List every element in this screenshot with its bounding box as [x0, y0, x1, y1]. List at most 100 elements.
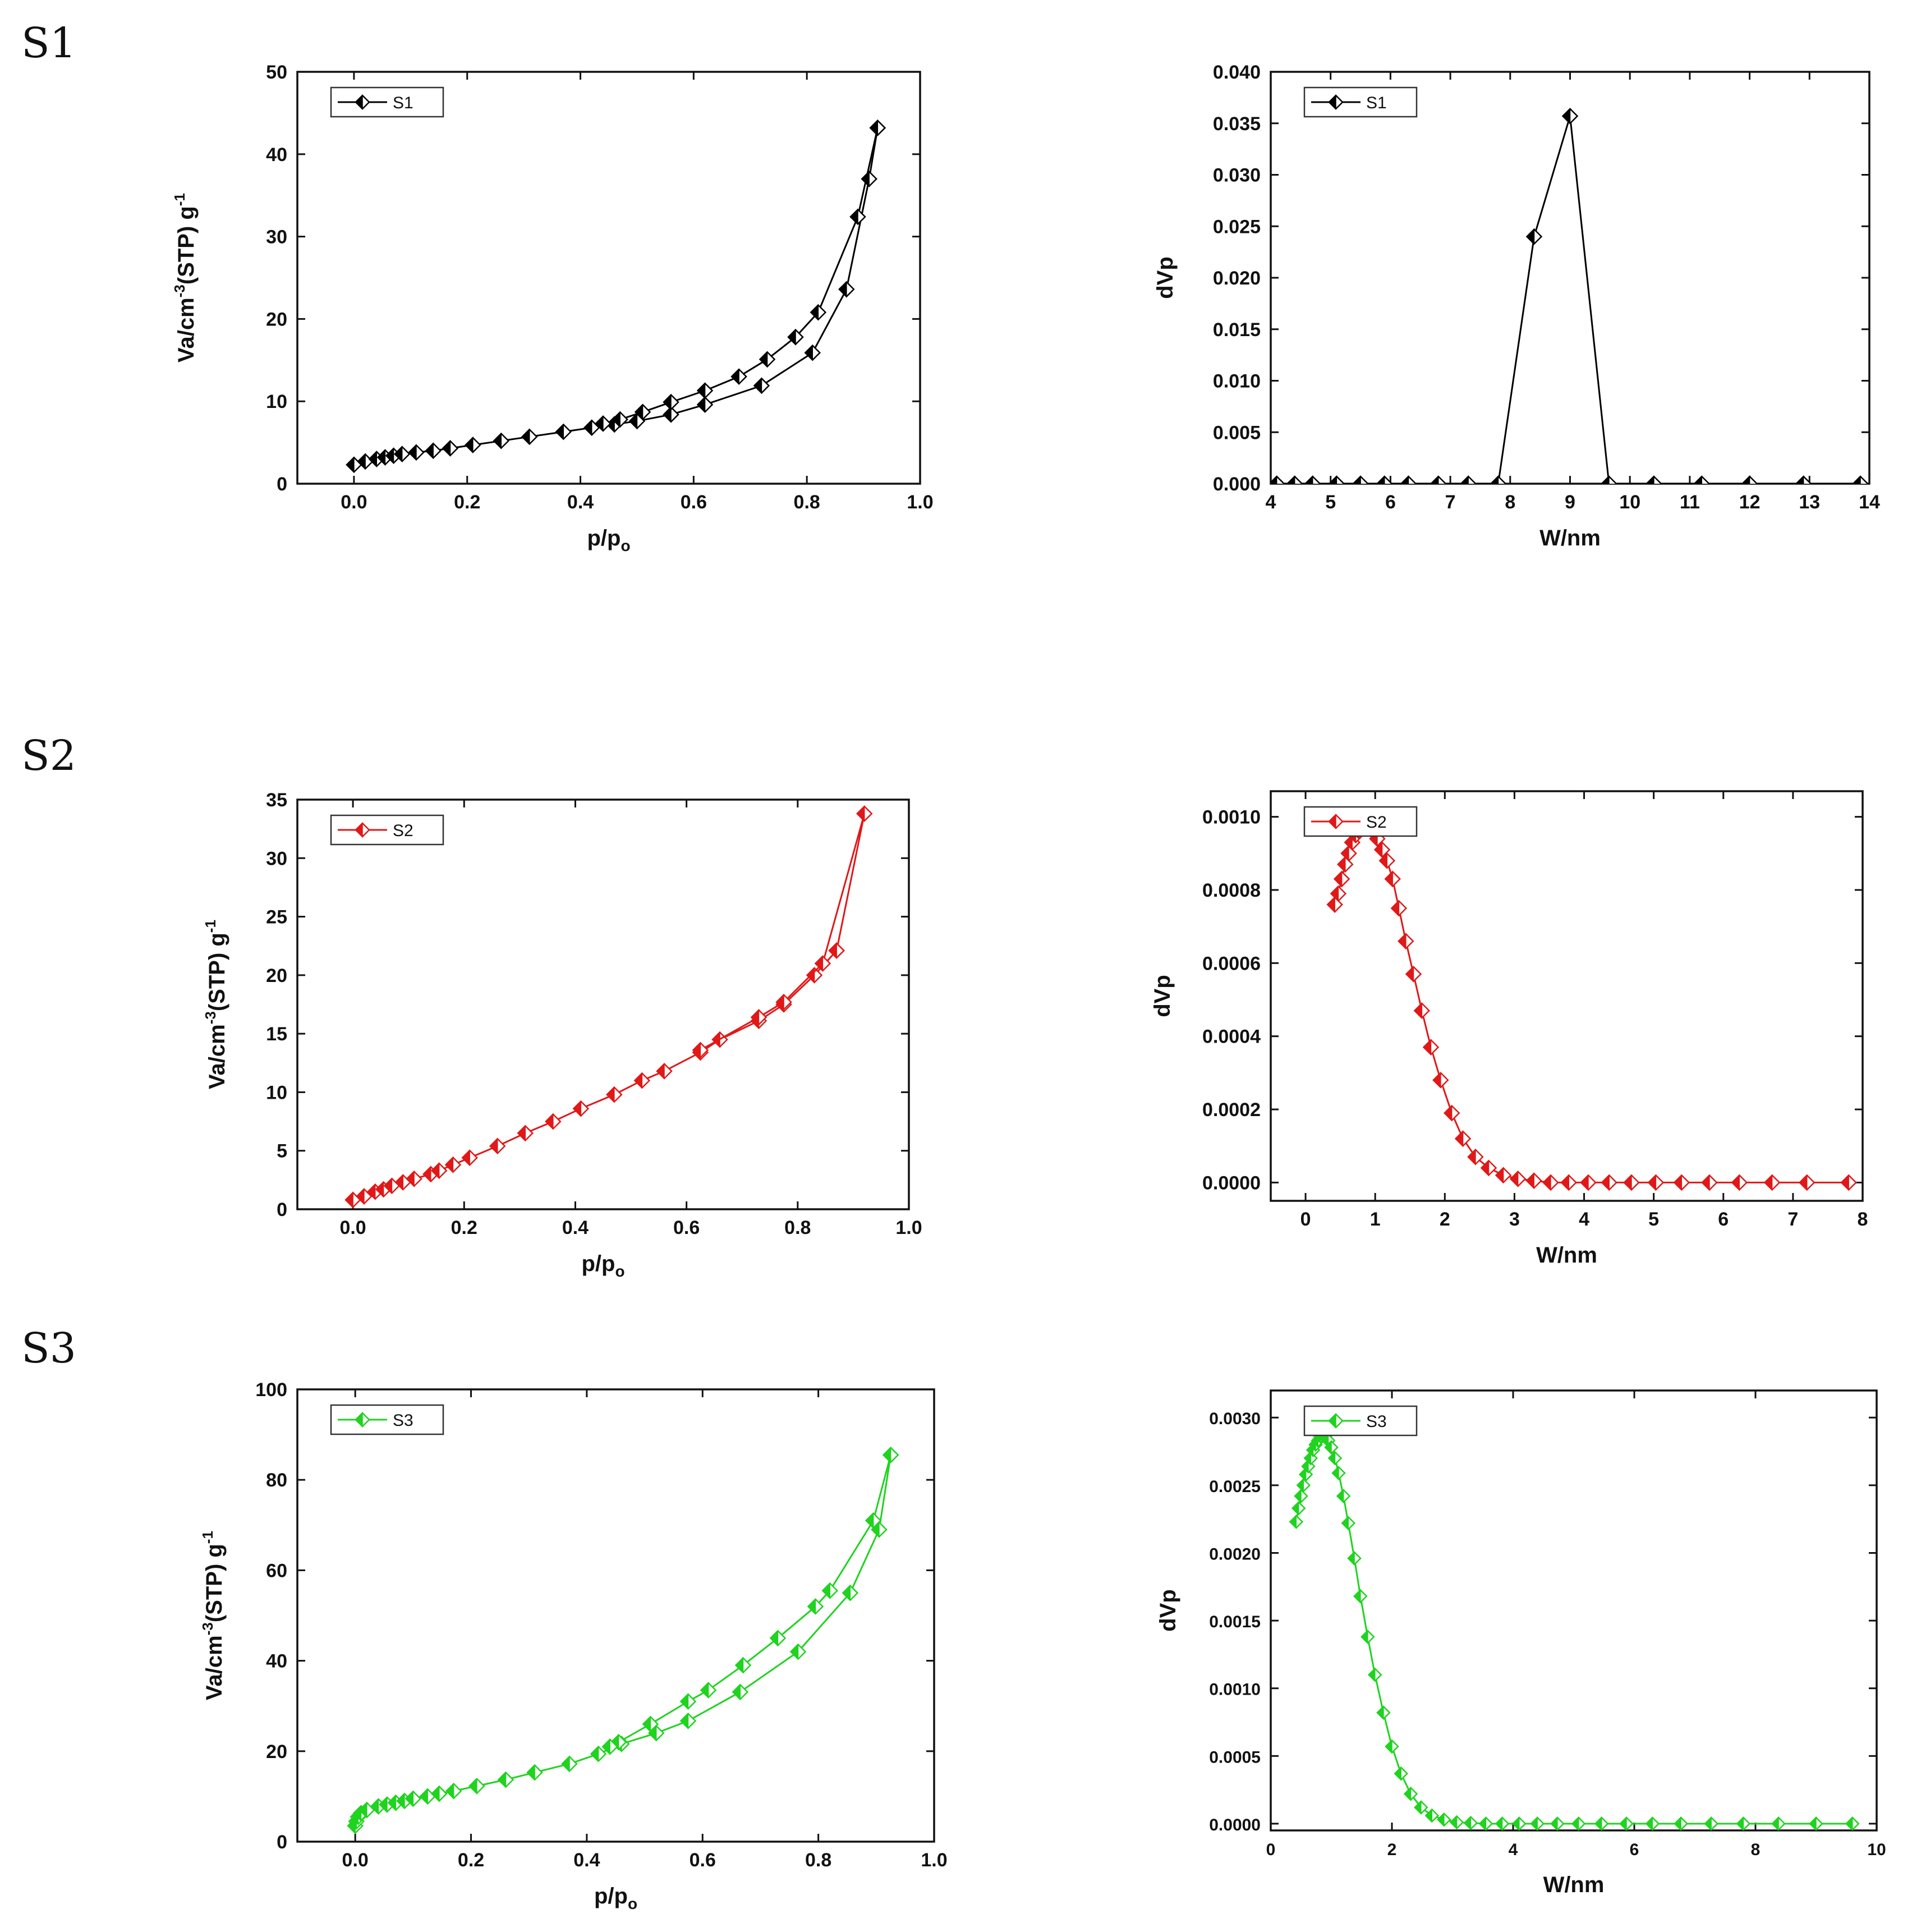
y-tick-label: 0.0002: [1202, 1099, 1261, 1121]
data-point-S3: [1327, 1451, 1343, 1466]
data-point-S3: [1495, 1816, 1510, 1830]
y-tick-label: 0.0015: [1209, 1613, 1261, 1631]
data-point-S3: [1361, 1630, 1375, 1644]
data-point-S3: [1296, 1478, 1311, 1493]
data-point-S1: [1430, 475, 1447, 484]
data-point-S2: [1333, 870, 1350, 888]
data-point-desorption: [601, 1738, 618, 1755]
data-point-S1: [1304, 475, 1321, 484]
data-point-adsorption: [356, 1188, 373, 1205]
y-tick-label: 0.0008: [1202, 880, 1261, 901]
data-point-desorption: [750, 1009, 767, 1026]
legend: S3: [330, 1404, 444, 1435]
data-point-S1: [1852, 475, 1869, 484]
y-tick-label: 0.0010: [1209, 1681, 1261, 1699]
y-tick-label: 0.005: [1213, 422, 1261, 443]
data-point-S2: [1647, 1174, 1665, 1191]
data-point-adsorption: [468, 1778, 485, 1795]
data-point-desorption: [865, 1512, 882, 1529]
data-point-S1: [1741, 475, 1758, 484]
data-point-S3: [1449, 1815, 1464, 1830]
chart-s2-isotherm: 0.0 0.2 0.4 0.6 0.8 1.0 0 5 10 15 20 25 30 35 p/po Va/c…: [202, 790, 922, 1280]
data-point-adsorption: [572, 1100, 590, 1117]
data-point-S1: [1328, 475, 1345, 484]
x-tick-label: 2: [1440, 1209, 1450, 1230]
data-point-S1: [1460, 475, 1477, 484]
y-tick-label: 100: [255, 1379, 287, 1401]
chart-s2-pore: 0 1 2 3 4 5 6 7 8 0.0000 0.0002 0.0004 0.0006 0.0008 0…: [1150, 790, 1868, 1268]
x-tick-label: 8: [1505, 492, 1515, 513]
y-tick-label: 20: [266, 965, 287, 986]
data-point-S3: [1478, 1816, 1493, 1830]
data-point-adsorption: [445, 1782, 462, 1800]
series-line-adsorption: [354, 1454, 892, 1827]
data-point-adsorption: [461, 1149, 478, 1167]
x-axis-title: p/po: [594, 1884, 637, 1912]
data-point-S2: [1373, 841, 1391, 859]
data-point-S2: [1525, 1172, 1542, 1189]
y-tick-label: 0.0010: [1202, 807, 1261, 828]
legend-marker: [1328, 94, 1344, 110]
data-point-adsorption: [804, 344, 821, 361]
legend-label: S2: [393, 822, 413, 840]
data-point-S1: [1286, 475, 1303, 484]
y-tick-label: 80: [266, 1470, 287, 1491]
data-point-adsorption: [430, 1162, 448, 1179]
data-area: [1271, 108, 1869, 484]
legend: S1: [330, 86, 444, 118]
y-tick-label: 0.0005: [1209, 1748, 1261, 1766]
plot-frame: [296, 71, 921, 485]
y-tick-label: 0.0006: [1202, 953, 1261, 974]
data-point-adsorption: [842, 1584, 859, 1601]
y-tick-label: 40: [266, 1651, 287, 1672]
data-point-adsorption: [408, 444, 425, 461]
data-point-adsorption: [656, 1063, 673, 1080]
y-tick-label: 30: [266, 848, 287, 869]
y-axis-title: dVp: [1150, 975, 1175, 1017]
x-tick-label: 8: [1751, 1841, 1761, 1859]
data-point-S3: [1571, 1816, 1586, 1830]
y-tick-label: 0.0025: [1209, 1477, 1261, 1496]
data-point-S2: [1340, 845, 1357, 862]
data-point-S2: [1326, 896, 1343, 913]
data-point-S2: [1623, 1174, 1640, 1191]
y-tick-label: 60: [266, 1560, 287, 1581]
x-tick-label: 0.6: [690, 1850, 716, 1871]
data-point-adsorption: [663, 406, 679, 423]
data-point-adsorption: [521, 428, 538, 446]
row-label-s2: S2: [21, 732, 76, 780]
data-point-S3: [1771, 1816, 1786, 1830]
y-tick-label: 25: [266, 907, 287, 928]
y-tick-label: 20: [266, 1741, 287, 1763]
data-point-adsorption: [489, 1137, 506, 1155]
plot-frame: [1270, 1389, 1878, 1832]
y-axis-title: Va/cm-3(STP) g-1: [171, 193, 199, 362]
data-point-adsorption: [679, 1712, 697, 1729]
data-point-desorption: [734, 1656, 752, 1674]
data-point-desorption: [696, 382, 714, 399]
row-label-s3: S3: [21, 1324, 76, 1373]
data-point-adsorption: [861, 171, 877, 187]
data-point-S3: [1530, 1816, 1545, 1830]
chart-s3-pore: 0 2 4 6 8 10 0.0000 0.0005 0.0010 0.0015 0.0020 0.0…: [1156, 1389, 1886, 1897]
legend-label: S1: [1366, 94, 1387, 112]
x-tick-label: 0.0: [342, 1850, 369, 1871]
data-point-adsorption: [696, 396, 714, 413]
data-point-desorption: [821, 1582, 839, 1599]
series-line-adsorption: [352, 950, 838, 1201]
data-point-adsorption: [555, 423, 572, 440]
data-point-adsorption: [465, 437, 481, 453]
x-tick-label: 5: [1325, 492, 1336, 513]
y-tick-label: 0: [277, 1832, 287, 1853]
x-axis-title: W/nm: [1536, 1243, 1597, 1268]
x-tick-label: 13: [1799, 492, 1820, 513]
plot-frame: [296, 799, 910, 1210]
x-tick-label: 2: [1387, 1841, 1397, 1859]
legend: S3: [1303, 1405, 1418, 1437]
data-point-S3: [1324, 1440, 1339, 1455]
data-point-desorption: [787, 328, 804, 346]
data-point-S3: [1289, 1515, 1304, 1529]
y-tick-label: 0.010: [1213, 371, 1261, 392]
data-point-S2: [1390, 900, 1408, 917]
